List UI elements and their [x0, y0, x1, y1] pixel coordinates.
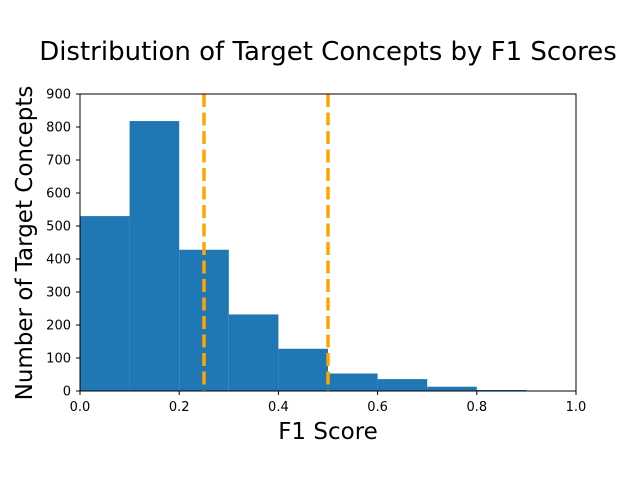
- plot-area-frame: [79, 93, 577, 392]
- histogram-bar: [278, 348, 328, 391]
- x-tick-label: 0.0: [70, 400, 91, 415]
- y-tick-label: 700: [46, 154, 71, 169]
- y-tick-label: 200: [46, 319, 71, 334]
- x-tick-label: 0.2: [169, 400, 190, 415]
- y-tick-label: 0: [63, 385, 71, 400]
- y-axis: 0 100 200 300 400 500 600 700 800 900: [46, 88, 80, 400]
- y-tick-label: 500: [46, 220, 71, 235]
- y-tick-label: 100: [46, 352, 71, 367]
- x-axis: 0.0 0.2 0.4 0.6 0.8 1.0: [70, 391, 587, 415]
- histogram-bar: [328, 373, 378, 391]
- histogram-bar: [129, 121, 180, 391]
- x-axis-label: F1 Score: [278, 419, 378, 445]
- x-tick-label: 0.4: [268, 400, 289, 415]
- histogram-bar: [228, 314, 279, 391]
- y-axis-label: Number of Target Concepts: [12, 86, 38, 401]
- chart-title: Distribution of Target Concepts by F1 Sc…: [39, 37, 617, 67]
- histogram-bars: [80, 121, 527, 391]
- x-tick-label: 0.6: [367, 400, 388, 415]
- x-tick-label: 1.0: [566, 400, 587, 415]
- x-tick-label: 0.8: [466, 400, 487, 415]
- y-tick-label: 800: [46, 121, 71, 136]
- histogram-bar: [80, 216, 130, 391]
- y-tick-label: 600: [46, 187, 71, 202]
- histogram-bar: [377, 379, 428, 391]
- threshold-lines: [202, 94, 330, 391]
- histogram-bar: [427, 386, 477, 391]
- y-tick-label: 300: [46, 286, 71, 301]
- y-tick-label: 900: [46, 88, 71, 103]
- y-tick-label: 400: [46, 253, 71, 268]
